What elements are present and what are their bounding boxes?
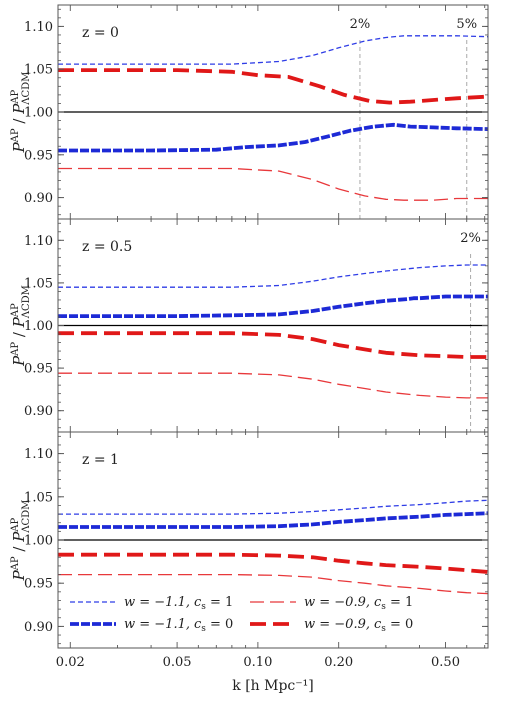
y-label-part: AP (10, 342, 21, 357)
x-tick-label: 0.10 (243, 655, 272, 670)
y-tick-label: 1.00 (24, 106, 53, 121)
legend-cs-sub: s (381, 624, 386, 634)
y-axis-label: PAP / PAPΛCDM (10, 285, 32, 367)
panel-label: z = 1 (82, 452, 119, 468)
y-tick-label: 1.10 (24, 234, 53, 249)
y-label-part: P (10, 316, 28, 328)
y-tick-label: 0.95 (24, 577, 53, 592)
series-line (58, 372, 488, 399)
y-label-part: P (10, 141, 28, 153)
series-line (58, 122, 489, 153)
legend-label: w = −1.1, cs = 0 (124, 617, 233, 634)
legend-cs-sub: s (381, 602, 386, 612)
series-line (58, 552, 489, 574)
legend-label: w = −0.9, cs = 1 (304, 595, 413, 612)
annotation-label: 5% (456, 17, 477, 32)
series-line (58, 264, 488, 288)
legend-cs-val: = 0 (206, 617, 233, 632)
legend-label: w = −1.1, cs = 1 (124, 595, 233, 612)
y-axis-label: PAP / PAPΛCDM (10, 72, 32, 154)
y-tick-label: 0.90 (24, 191, 53, 206)
y-label-part: P (10, 531, 28, 543)
y-label-part: ΛCDM (21, 72, 32, 106)
y-tick-label: 0.90 (24, 620, 53, 635)
y-tick-label: 1.05 (24, 490, 53, 505)
legend-cs-val: = 0 (386, 617, 413, 632)
y-label-part: P (10, 569, 28, 581)
legend-cs: c (194, 617, 202, 632)
y-label-part: P (10, 355, 28, 367)
legend-cs-val: = 1 (206, 595, 233, 610)
annotation-label: 2% (460, 231, 481, 246)
y-tick-label: 0.90 (24, 404, 53, 419)
y-axis-label: PAP / PAPΛCDM (10, 500, 32, 582)
series-line (58, 573, 489, 595)
y-tick-label: 1.10 (24, 20, 53, 35)
x-tick-label: 0.05 (163, 655, 192, 670)
y-label-part: AP (10, 303, 21, 318)
series-line (58, 499, 489, 515)
y-label-part: / (10, 114, 28, 129)
y-label-part: P (10, 103, 28, 115)
legend-w: w = −0.9, (304, 617, 370, 632)
legend-cs-sub: s (201, 602, 206, 612)
y-tick-label: 1.10 (24, 447, 53, 462)
y-label-part: AP (10, 517, 21, 532)
y-label-part: AP (10, 89, 21, 104)
legend-label: w = −0.9, cs = 0 (304, 617, 413, 634)
y-tick-label: 0.95 (24, 362, 53, 377)
legend-w: w = −0.9, (304, 595, 370, 610)
legend-cs: c (194, 595, 202, 610)
legend-cs: c (374, 617, 382, 632)
legend-w: w = −1.1, (124, 595, 190, 610)
series-line (58, 511, 489, 529)
y-tick-label: 0.95 (24, 148, 53, 163)
y-tick-label: 1.00 (24, 534, 53, 549)
y-label-part: AP (10, 128, 21, 143)
x-tick-label: 0.02 (56, 655, 85, 670)
y-tick-label: 1.05 (24, 276, 53, 291)
annotation-label: 2% (350, 17, 371, 32)
legend-cs-sub: s (201, 624, 206, 634)
legend-cs-val: = 1 (386, 595, 413, 610)
series-line (58, 294, 488, 319)
y-label-part: / (10, 542, 28, 557)
y-tick-label: 1.00 (24, 319, 53, 334)
legend-cs: c (374, 595, 382, 610)
y-label-part: ΛCDM (21, 285, 32, 319)
series-line (58, 68, 489, 105)
x-tick-label: 0.20 (324, 655, 353, 670)
panel-label: z = 0.5 (82, 239, 132, 255)
series-line (58, 35, 489, 65)
y-label-part: / (10, 327, 28, 342)
series-line (58, 167, 488, 201)
x-axis-label: k [h Mpc⁻¹] (232, 678, 313, 694)
y-label-part: AP (10, 556, 21, 571)
series-line (58, 331, 488, 359)
y-tick-label: 1.05 (24, 63, 53, 78)
legend-w: w = −1.1, (124, 617, 190, 632)
x-tick-label: 0.50 (431, 655, 460, 670)
panel-label: z = 0 (82, 25, 119, 41)
y-label-part: ΛCDM (21, 500, 32, 534)
